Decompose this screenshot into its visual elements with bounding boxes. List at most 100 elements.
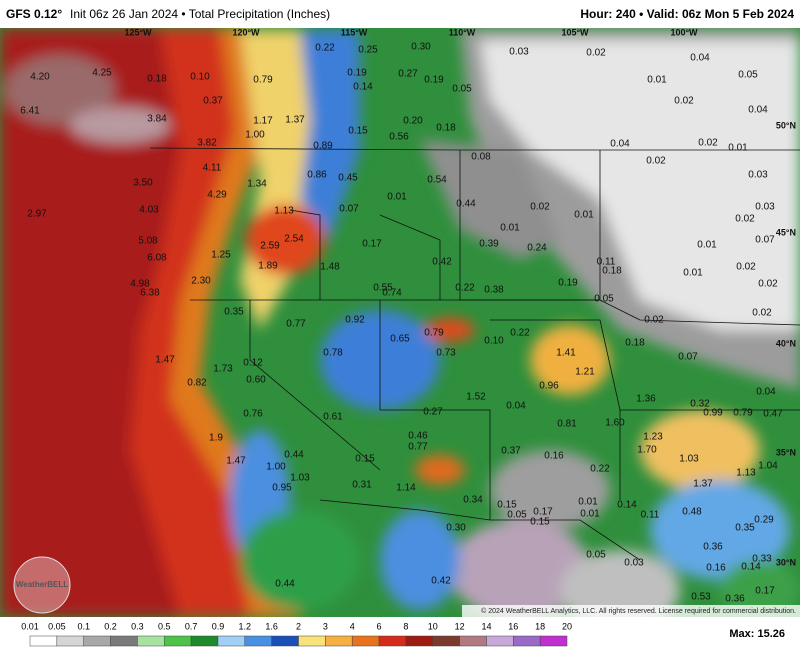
- point-value: 6.38: [140, 288, 160, 299]
- point-value: 1.9: [209, 433, 223, 444]
- point-value: 1.70: [637, 445, 657, 456]
- colorbar-label: 16: [508, 621, 518, 631]
- point-value: 0.01: [647, 75, 667, 86]
- point-value: 0.38: [484, 285, 504, 296]
- point-value: 2.54: [284, 234, 304, 245]
- colorbar-swatch: [244, 635, 272, 647]
- point-value: 0.86: [307, 170, 327, 181]
- description: Init 06z 26 Jan 2024 • Total Precipitati…: [70, 7, 330, 21]
- point-value: 0.01: [578, 497, 598, 508]
- latitude-label: 50°N: [776, 120, 796, 130]
- point-value: 0.05: [507, 510, 527, 521]
- max-value: Max: 15.26: [729, 628, 785, 640]
- point-value: 1.47: [155, 355, 175, 366]
- point-value: 0.95: [272, 483, 292, 494]
- colorbar-swatch: [83, 635, 111, 647]
- point-value: 0.96: [539, 381, 559, 392]
- colorbar-label: 0.2: [104, 621, 117, 631]
- point-value: 0.79: [424, 328, 444, 339]
- latitude-label: 30°N: [776, 557, 796, 567]
- colorbar-swatch: [513, 635, 541, 647]
- point-value: 1.23: [643, 432, 663, 443]
- point-value: 4.11: [203, 163, 222, 174]
- point-value: 0.01: [500, 223, 520, 234]
- header-bg: [0, 0, 800, 28]
- point-value: 0.25: [358, 45, 378, 56]
- colorbar-label: 8: [403, 621, 408, 631]
- colorbar-label: 0.01: [21, 621, 39, 631]
- point-value: 0.42: [432, 257, 452, 268]
- model: GFS 0.12°: [6, 7, 62, 21]
- point-value: 0.18: [147, 74, 167, 85]
- point-value: 1.89: [258, 261, 278, 272]
- latitude-label: 40°N: [776, 338, 796, 348]
- colorbar-swatch: [271, 635, 299, 647]
- point-value: 0.20: [403, 116, 423, 127]
- point-value: 0.07: [755, 235, 775, 246]
- point-value: 0.12: [243, 358, 263, 369]
- longitude-label: 100°W: [670, 27, 698, 37]
- colorbar-swatch: [539, 635, 568, 647]
- point-value: 0.19: [424, 75, 444, 86]
- point-value: 0.02: [644, 315, 664, 326]
- point-value: 0.11: [597, 257, 616, 268]
- point-value: 0.02: [586, 48, 606, 59]
- point-value: 0.03: [755, 202, 775, 213]
- point-value: 4.98: [130, 279, 150, 290]
- point-value: 0.29: [754, 515, 774, 526]
- point-value: 0.44: [284, 450, 304, 461]
- colorbar-label: 6: [377, 621, 382, 631]
- logo-mark: [13, 556, 71, 614]
- copyright: © 2024 WeatherBELL Analytics, LLC. All r…: [481, 607, 796, 615]
- point-value: 1.48: [320, 262, 340, 273]
- borders: [149, 147, 800, 561]
- colorbar-swatch: [29, 635, 58, 647]
- point-value: 0.33: [752, 554, 772, 565]
- colorbar-swatch: [351, 635, 380, 647]
- point-value: 0.15: [497, 500, 517, 511]
- point-value: 1.41: [556, 348, 576, 359]
- point-value: 0.17: [533, 507, 553, 518]
- colorbar-label: 1.6: [265, 621, 278, 631]
- point-value: 0.73: [436, 348, 456, 359]
- point-value: 0.45: [338, 173, 358, 184]
- point-value: 0.42: [431, 576, 451, 587]
- point-value: 0.30: [446, 523, 466, 534]
- point-value: 0.04: [756, 387, 776, 398]
- point-value: 0.79: [733, 408, 753, 419]
- point-value: 0.05: [452, 84, 472, 95]
- point-value: 0.02: [646, 156, 666, 167]
- colorbar-label: 4: [350, 621, 355, 631]
- point-value: 0.24: [527, 243, 547, 254]
- point-value: 0.04: [690, 53, 710, 64]
- point-value: 0.22: [455, 283, 475, 294]
- point-value: 0.17: [362, 239, 382, 250]
- point-value: 0.65: [390, 334, 410, 345]
- point-value: 2.59: [260, 241, 280, 252]
- longitude-label: 105°W: [561, 27, 589, 37]
- point-value: 0.07: [339, 204, 359, 215]
- point-value: 1.25: [211, 250, 231, 261]
- point-value: 0.79: [253, 75, 273, 86]
- point-value: 0.02: [698, 138, 718, 149]
- point-value: 0.99: [703, 408, 723, 419]
- colorbar-label: 0.9: [212, 621, 225, 631]
- colorbar-label: 0.5: [158, 621, 171, 631]
- colorbar-swatch: [486, 635, 514, 647]
- valid-time: Hour: 240 • Valid: 06z Mon 5 Feb 2024: [580, 7, 794, 21]
- point-value: 4.25: [92, 68, 112, 79]
- point-value: 1.34: [247, 179, 267, 190]
- point-value: 1.13: [274, 206, 294, 217]
- logo: WeatherBELL: [16, 580, 68, 589]
- point-value: 0.31: [352, 480, 372, 491]
- point-value: 0.04: [748, 105, 768, 116]
- colorbar-swatch: [405, 635, 433, 647]
- point-value: 0.01: [574, 210, 594, 221]
- point-value: 1.03: [290, 473, 310, 484]
- point-value: 0.16: [544, 451, 564, 462]
- longitude-label: 125°W: [124, 27, 152, 37]
- point-value: 0.02: [674, 96, 694, 107]
- point-value: 0.02: [758, 279, 778, 290]
